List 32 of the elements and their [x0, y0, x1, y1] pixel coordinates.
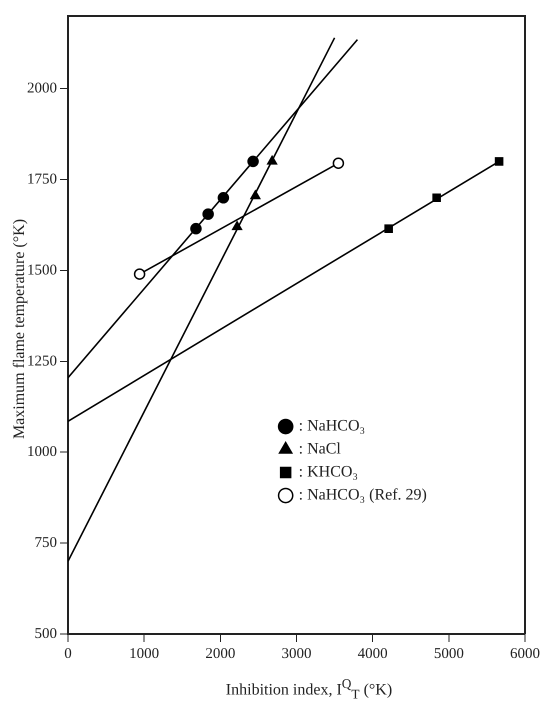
point	[384, 224, 393, 233]
legend-label: : NaHCO₃	[298, 418, 366, 435]
x-tick-label: 0	[64, 646, 72, 662]
point	[267, 156, 278, 165]
y-tick-label: 750	[34, 535, 57, 552]
legend-label: : KHCO₃	[298, 464, 358, 481]
point	[232, 221, 242, 230]
point	[247, 156, 259, 168]
point	[250, 190, 260, 200]
y-axis-title: Maximum flame temperature (°K)	[11, 218, 28, 440]
point	[432, 193, 441, 202]
y-tick-label: 1250	[27, 353, 57, 370]
x-tick-label: 3000	[282, 646, 312, 662]
point	[190, 222, 202, 234]
y-tick-label: 1750	[27, 172, 57, 188]
x-axis-title: Inhibition index, I$^{Q}$$_{T}$ (°K)	[224, 676, 394, 703]
x-tick-label: 1000	[129, 646, 160, 662]
y-tick-label: 1500	[27, 262, 57, 278]
x-tick-label: 6000	[510, 646, 540, 662]
x-tick-label: 4000	[358, 646, 388, 662]
y-tick-label: 500	[34, 626, 57, 642]
legend-label: : NaHCO₃ (Ref. 29)	[298, 486, 427, 504]
y-tick-label: 2000	[27, 80, 57, 97]
y-tick-label: 1000	[27, 444, 57, 460]
legend-label: : NaCl	[298, 440, 342, 458]
x-tick-label: 5000	[434, 646, 464, 662]
point	[134, 268, 146, 280]
point	[202, 208, 214, 220]
point	[218, 192, 230, 204]
point	[332, 157, 344, 169]
point	[494, 157, 504, 166]
x-tick-label: 2000	[205, 646, 236, 662]
